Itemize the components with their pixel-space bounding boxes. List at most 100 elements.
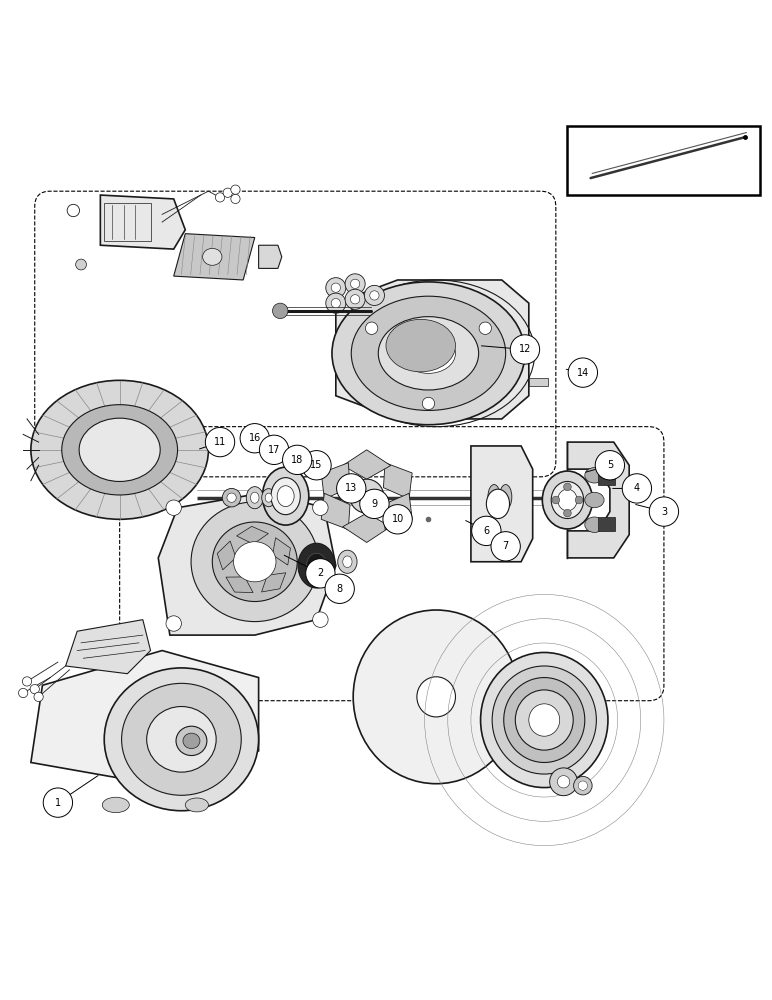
Circle shape (227, 493, 236, 502)
Ellipse shape (392, 334, 435, 380)
Ellipse shape (262, 467, 309, 525)
Text: 10: 10 (391, 514, 404, 524)
Circle shape (510, 335, 540, 364)
Circle shape (550, 768, 577, 796)
Circle shape (259, 435, 289, 464)
Text: 12: 12 (519, 344, 531, 354)
Text: 8: 8 (337, 584, 343, 594)
Text: 5: 5 (607, 460, 613, 470)
Circle shape (30, 685, 39, 694)
Bar (104, 203, 151, 241)
Ellipse shape (262, 489, 276, 507)
Ellipse shape (343, 556, 352, 568)
Ellipse shape (557, 489, 577, 511)
Circle shape (557, 776, 570, 788)
Polygon shape (66, 620, 151, 674)
Circle shape (43, 788, 73, 817)
Ellipse shape (102, 797, 130, 813)
Circle shape (326, 278, 346, 298)
Ellipse shape (147, 707, 216, 772)
Polygon shape (343, 513, 391, 542)
Text: 6: 6 (483, 526, 489, 536)
Circle shape (231, 185, 240, 194)
Ellipse shape (542, 471, 593, 529)
Text: 1: 1 (55, 798, 61, 808)
Polygon shape (217, 541, 236, 570)
Ellipse shape (504, 678, 585, 762)
Ellipse shape (183, 733, 200, 749)
Ellipse shape (62, 405, 178, 495)
Text: 14: 14 (577, 368, 589, 378)
Polygon shape (174, 234, 255, 280)
Circle shape (574, 776, 592, 795)
Text: 3: 3 (661, 507, 667, 517)
Ellipse shape (122, 683, 241, 795)
Ellipse shape (378, 317, 479, 390)
Polygon shape (336, 280, 529, 419)
Polygon shape (321, 493, 350, 530)
Ellipse shape (185, 798, 208, 812)
Text: 2: 2 (317, 568, 323, 578)
Circle shape (472, 516, 501, 546)
Ellipse shape (332, 282, 525, 425)
Circle shape (595, 451, 625, 480)
Ellipse shape (585, 468, 604, 483)
Ellipse shape (31, 380, 208, 519)
Circle shape (166, 616, 181, 631)
Ellipse shape (585, 492, 604, 508)
Ellipse shape (351, 296, 506, 410)
Circle shape (325, 574, 354, 603)
Ellipse shape (104, 668, 259, 811)
Ellipse shape (401, 333, 455, 373)
Circle shape (364, 285, 384, 305)
Polygon shape (567, 442, 629, 558)
Ellipse shape (278, 494, 284, 501)
Bar (598, 471, 615, 485)
Text: 4: 4 (634, 483, 640, 493)
Ellipse shape (266, 493, 272, 502)
Circle shape (575, 496, 583, 504)
Circle shape (67, 204, 80, 217)
Circle shape (223, 188, 232, 197)
Circle shape (313, 500, 328, 515)
Polygon shape (236, 526, 269, 544)
Polygon shape (471, 446, 533, 562)
Text: 13: 13 (345, 483, 357, 493)
Text: 15: 15 (310, 460, 323, 470)
Ellipse shape (585, 517, 604, 532)
Circle shape (578, 781, 587, 790)
Ellipse shape (246, 487, 263, 509)
Ellipse shape (275, 490, 287, 505)
Polygon shape (226, 577, 253, 593)
Ellipse shape (486, 489, 510, 519)
Polygon shape (262, 573, 286, 592)
Circle shape (383, 505, 412, 534)
Circle shape (306, 559, 335, 588)
Circle shape (302, 451, 331, 480)
Ellipse shape (202, 248, 222, 265)
Ellipse shape (386, 319, 455, 372)
Circle shape (622, 474, 652, 503)
Circle shape (568, 358, 598, 387)
Ellipse shape (493, 666, 597, 774)
Circle shape (331, 299, 340, 308)
Polygon shape (384, 463, 412, 499)
Ellipse shape (306, 553, 327, 578)
Circle shape (337, 474, 366, 503)
Circle shape (34, 692, 43, 701)
Circle shape (350, 295, 360, 304)
Text: 16: 16 (249, 433, 261, 443)
Circle shape (345, 274, 365, 294)
Circle shape (76, 259, 86, 270)
Ellipse shape (277, 486, 294, 507)
Ellipse shape (298, 543, 335, 588)
Polygon shape (321, 463, 350, 499)
Circle shape (215, 193, 225, 202)
Circle shape (365, 322, 378, 334)
Text: 18: 18 (291, 455, 303, 465)
Polygon shape (100, 195, 185, 249)
Circle shape (552, 496, 560, 504)
Circle shape (345, 289, 365, 309)
Circle shape (231, 194, 240, 204)
Ellipse shape (417, 677, 455, 717)
